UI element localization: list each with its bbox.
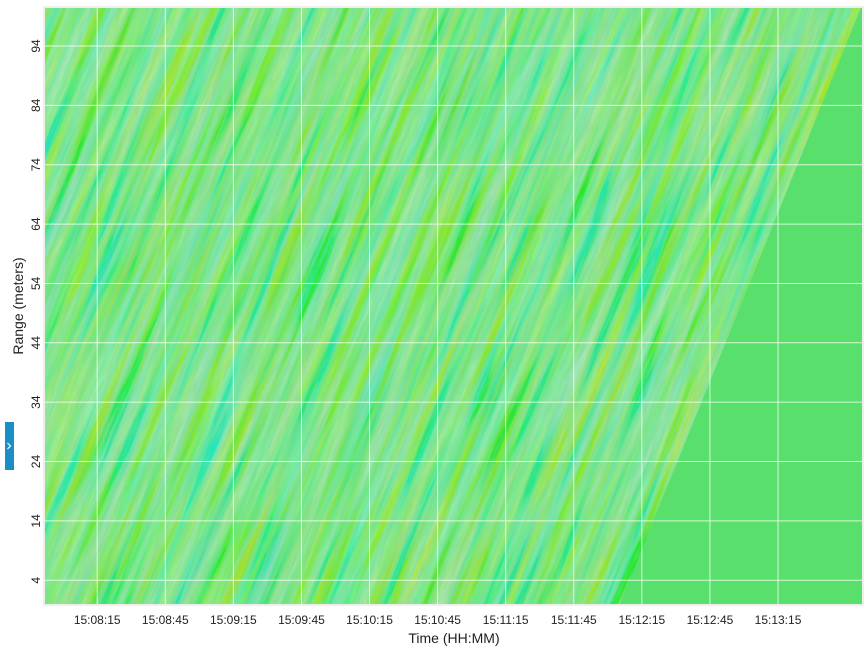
x-tick-label: 15:09:45 <box>278 613 325 627</box>
y-tick-label: 4 <box>29 577 43 584</box>
y-tick-label: 94 <box>29 39 43 53</box>
x-tick-label: 15:10:15 <box>346 613 393 627</box>
chevron-icon[interactable] <box>7 442 12 450</box>
x-tick-label: 15:12:15 <box>619 613 666 627</box>
x-tick-label: 15:11:15 <box>483 613 529 627</box>
y-tick-label: 84 <box>29 98 43 112</box>
x-axis-label: Time (HH:MM) <box>408 630 499 646</box>
heatmap-image <box>45 8 862 604</box>
y-tick-label: 54 <box>29 276 43 290</box>
y-tick-label: 64 <box>29 217 43 231</box>
x-tick-label: 15:08:15 <box>74 613 121 627</box>
y-tick-label: 34 <box>29 395 43 409</box>
plot-border <box>43 6 864 606</box>
x-tick-label: 15:10:45 <box>414 613 461 627</box>
x-tick-label: 15:13:15 <box>755 613 802 627</box>
y-axis-label: Range (meters) <box>10 257 26 354</box>
y-tick-label: 44 <box>29 336 43 350</box>
x-tick-label: 15:08:45 <box>142 613 189 627</box>
x-tick-label: 15:11:45 <box>551 613 597 627</box>
y-tick-label: 24 <box>29 455 43 469</box>
axes: 15:08:15 15:08:45 15:09:15 15:09:45 15:10:15… <box>29 8 862 627</box>
heatmap-texture <box>45 8 862 604</box>
x-tick-label: 15:09:15 <box>210 613 257 627</box>
sidebar-tab[interactable] <box>5 422 14 470</box>
y-tick-label: 14 <box>29 514 43 528</box>
x-tick-label: 15:12:45 <box>687 613 734 627</box>
sidebar-toggle[interactable] <box>5 422 14 470</box>
y-tick-label: 74 <box>29 158 43 172</box>
